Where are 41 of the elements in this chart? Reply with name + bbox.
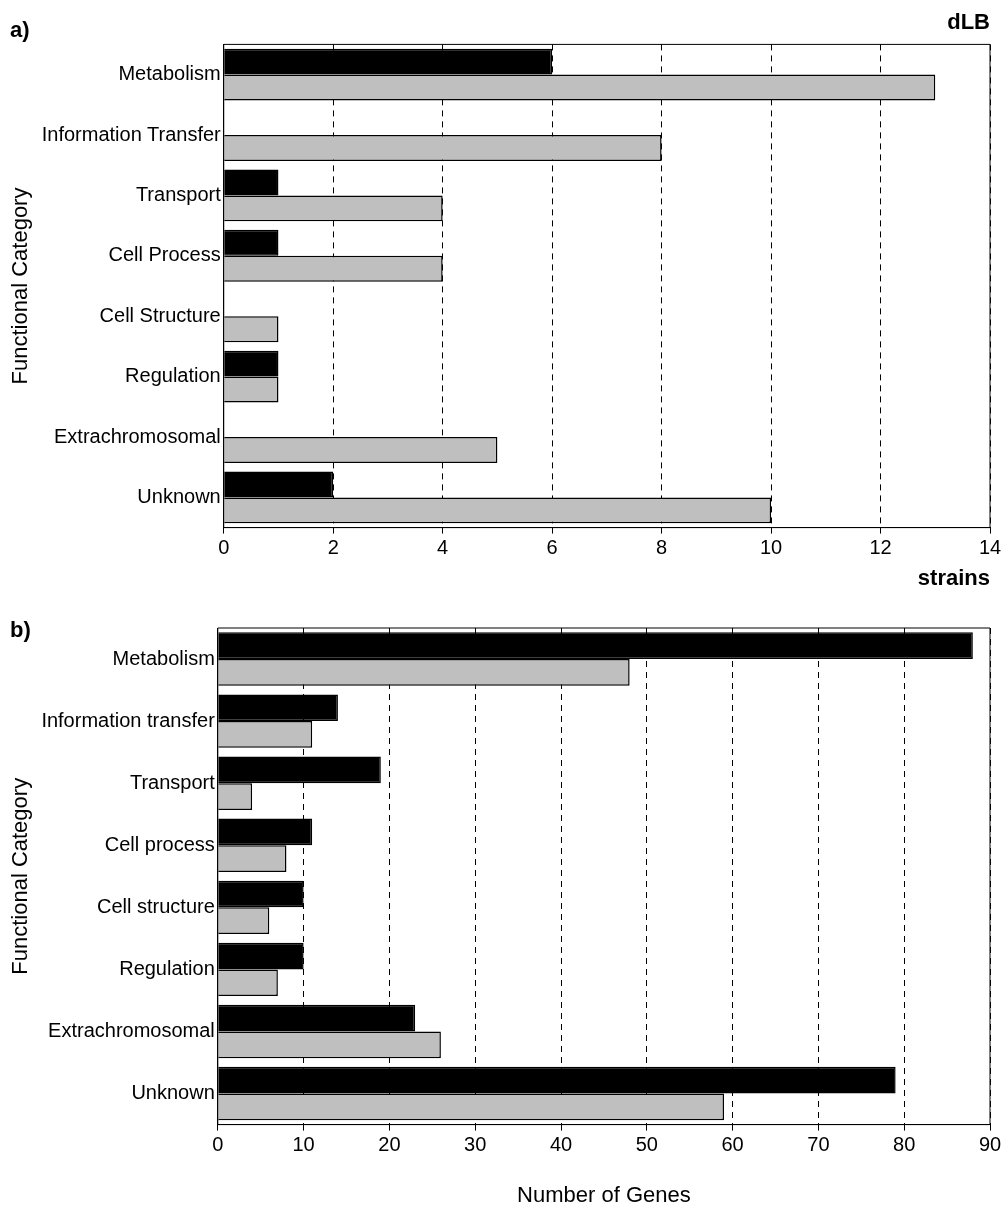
x-axis-title: Number of Genes [517,1181,691,1207]
y-tick-label: Regulation [125,364,221,387]
chart-title: dLB [947,9,990,35]
y-axis-title: Functional Category [7,777,33,975]
x-tick-label: 40 [549,1133,573,1156]
y-tick-label: Cell Structure [99,303,221,326]
y-axis-title: Functional Category [7,187,33,385]
y-tick-label: Transport [129,770,216,793]
x-tick-label: 10 [292,1133,315,1156]
x-tick-label: 12 [869,536,892,559]
x-tick-label: 90 [978,1133,1002,1156]
x-tick-label: 10 [759,536,783,559]
y-tick-label: Information Transfer [41,122,222,145]
x-tick-label: 6 [546,536,558,559]
y-tick-label: Regulation [119,956,215,979]
text: a) [10,17,30,43]
y-tick-label: Metabolism [118,62,221,85]
x-tick-label: 4 [437,536,449,559]
text: b) [10,617,31,643]
y-tick-label: Extrachromosomal [48,1019,215,1041]
x-tick-label: 50 [635,1133,658,1156]
x-tick-label: 2 [327,536,339,559]
x-tick-label: 60 [721,1133,744,1156]
y-tick-label: Unknown [131,1081,215,1104]
y-tick-label: Cell process [104,832,215,855]
x-tick-label: 20 [378,1133,401,1156]
x-axis-title: strains [917,564,990,590]
y-tick-label: Unknown [137,484,221,507]
y-tick-label: Information transfer [41,708,216,731]
x-tick-label: 0 [212,1133,224,1156]
x-tick-label: 80 [893,1133,916,1156]
y-tick-label: Cell Process [108,243,221,266]
y-tick-label: Cell structure [97,894,215,917]
x-tick-label: 0 [218,536,230,559]
y-tick-label: Transport [135,182,222,205]
y-tick-label: Extrachromosomal [54,424,221,447]
y-tick-label: Metabolism [112,646,215,669]
x-tick-label: 14 [978,536,1002,559]
x-tick-label: 70 [807,1133,830,1156]
x-tick-label: 8 [656,536,668,559]
x-tick-label: 30 [464,1133,487,1156]
